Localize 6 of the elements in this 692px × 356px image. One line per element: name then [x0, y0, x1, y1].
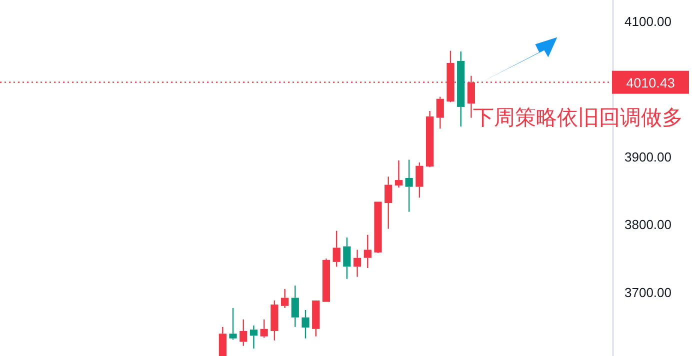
- y-tick-label: 3800.00: [624, 217, 672, 232]
- y-tick-label: 3700.00: [624, 284, 672, 300]
- y-tick-label: 3900.00: [624, 150, 672, 165]
- y-tick-label: 4100.00: [624, 14, 672, 30]
- ref-line-label: 4010.43: [626, 75, 675, 90]
- annotation: 下周策略依旧回调做多: [473, 105, 684, 130]
